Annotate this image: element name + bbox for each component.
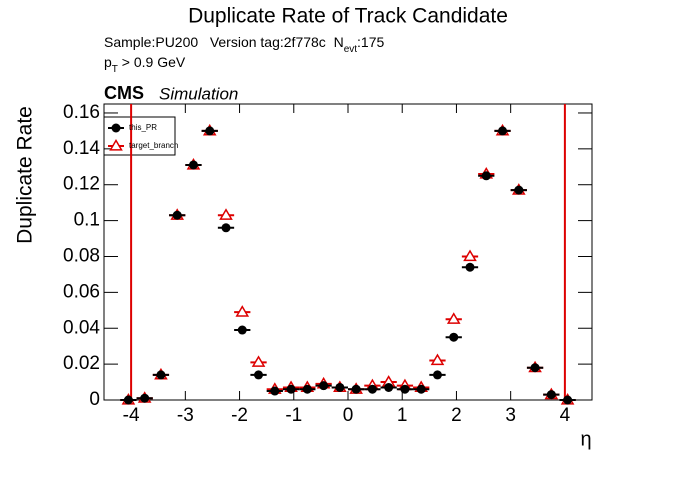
y-tick-label: 0.02 bbox=[63, 353, 100, 374]
data-point bbox=[237, 325, 247, 335]
data-point bbox=[302, 384, 312, 394]
y-tick-label: 0 bbox=[89, 389, 100, 410]
data-point bbox=[221, 223, 231, 233]
x-tick-label: 0 bbox=[343, 405, 354, 426]
legend-label: this_PR bbox=[129, 123, 157, 132]
subtitle-part: Sample:PU200 Version tag:2f778c N bbox=[104, 34, 344, 50]
data-point bbox=[335, 382, 345, 392]
data-point bbox=[400, 384, 410, 394]
subtitle-part: :175 bbox=[357, 34, 384, 50]
x-tick-label: 2 bbox=[451, 405, 462, 426]
y-tick-label: 0.16 bbox=[63, 102, 100, 123]
chart-title: Duplicate Rate of Track Candidate bbox=[188, 5, 508, 28]
data-point bbox=[270, 386, 280, 396]
x-tick-label: 1 bbox=[397, 405, 408, 426]
data-point bbox=[563, 395, 573, 405]
y-axis-title: Duplicate Rate bbox=[14, 106, 37, 244]
experiment-note: Simulation bbox=[159, 84, 238, 103]
data-point bbox=[219, 208, 233, 220]
data-point bbox=[446, 312, 461, 324]
y-tick-label: 0.1 bbox=[74, 210, 100, 231]
data-point bbox=[235, 305, 250, 317]
data-point bbox=[123, 395, 133, 405]
data-point bbox=[430, 353, 445, 366]
data-point bbox=[416, 384, 426, 394]
cut-part: > 0.9 GeV bbox=[118, 54, 186, 70]
data-point bbox=[384, 382, 394, 392]
data-point bbox=[172, 210, 182, 220]
data-point bbox=[465, 262, 475, 272]
y-tick-label: 0.14 bbox=[63, 138, 100, 159]
data-point bbox=[367, 384, 377, 394]
y-tick-label: 0.04 bbox=[63, 317, 100, 338]
data-point bbox=[251, 355, 266, 367]
data-point bbox=[463, 249, 477, 262]
x-tick-label: -3 bbox=[177, 405, 194, 426]
data-point bbox=[432, 370, 442, 380]
data-point bbox=[481, 171, 491, 181]
data-point bbox=[188, 160, 198, 170]
y-tick-label: 0.06 bbox=[63, 281, 100, 302]
data-point bbox=[254, 370, 264, 380]
x-tick-label: 4 bbox=[560, 405, 571, 426]
x-tick-label: -2 bbox=[231, 405, 248, 426]
data-point bbox=[546, 390, 556, 400]
data-point bbox=[351, 384, 361, 394]
legend-label: target_branch bbox=[129, 141, 178, 150]
data-point bbox=[530, 363, 540, 373]
data-point bbox=[140, 393, 150, 403]
x-tick-label: -4 bbox=[123, 405, 140, 426]
cut-part: T bbox=[112, 64, 118, 75]
experiment: CMS bbox=[104, 83, 144, 103]
subtitle: Sample:PU200 Version tag:2f778c Nevt:175 bbox=[104, 34, 385, 55]
x-tick-label: 3 bbox=[505, 405, 516, 426]
y-tick-label: 0.12 bbox=[63, 174, 100, 195]
data-point bbox=[498, 126, 508, 136]
legend-marker bbox=[111, 123, 121, 133]
legend-marker bbox=[109, 139, 123, 151]
x-tick-label: -1 bbox=[285, 405, 302, 426]
cut-label: pT > 0.9 GeV bbox=[104, 54, 186, 75]
y-tick-label: 0.08 bbox=[63, 246, 100, 267]
x-axis-title: η bbox=[580, 428, 591, 450]
data-point bbox=[286, 384, 296, 394]
data-point bbox=[449, 332, 459, 342]
data-point bbox=[514, 185, 524, 195]
data-point bbox=[156, 370, 166, 380]
data-point bbox=[319, 381, 329, 391]
cut-part: p bbox=[104, 54, 112, 70]
subtitle-part: evt bbox=[344, 44, 358, 55]
data-point bbox=[205, 126, 215, 136]
